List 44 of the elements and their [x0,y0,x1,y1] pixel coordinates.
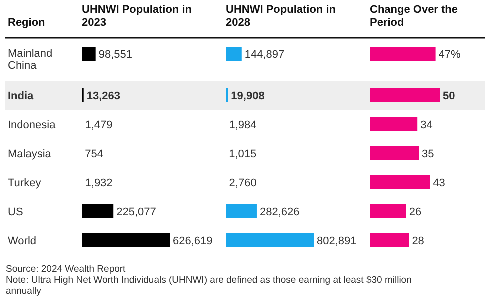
y-tick-label: India [8,90,35,102]
data-label: 282,626 [260,206,300,218]
data-label: 98,551 [98,49,132,61]
data-label: 34 [420,120,433,132]
data-label: 626,619 [173,236,213,248]
y-tick-label: Turkey [8,178,42,190]
y-tick-label: Indonesia [8,120,57,132]
bar [370,234,410,248]
y-tick-label: US [8,206,24,218]
data-label: 13,263 [86,90,121,102]
data-label: 1,932 [85,178,113,190]
data-label: 754 [85,148,104,160]
data-label: 802,891 [317,236,357,248]
data-label: 1,015 [229,148,257,160]
bar [370,118,418,132]
data-label: 47% [438,49,462,61]
data-label: 50 [443,90,456,102]
data-label: 35 [422,148,434,160]
y-tick-label: Malaysia [8,148,52,160]
bar [82,204,114,218]
data-label: 144,897 [244,49,285,61]
bar [226,204,257,218]
data-label: 2,760 [229,178,257,190]
y-axis-title: Region [8,17,46,29]
text: Note: Ultra High Net Worth Individuals (UHNWI) are defined as those earning at least $30 million annually [6,275,412,297]
data-label: 19,908 [231,90,265,102]
bar [226,234,314,248]
bar [370,146,419,160]
chart-title: Change Over the Period [370,4,458,29]
y-tick-label: Mainland China [8,48,53,72]
bar [370,176,430,190]
data-label: 1,984 [229,120,257,132]
data-label: 1,479 [85,120,113,132]
data-label: 26 [409,206,422,218]
bar [370,88,440,102]
chart-title: UHNWI Population in 2028 [226,4,336,29]
data-label: 43 [433,178,446,190]
source-note: Source: 2024 Wealth Report [6,264,126,275]
y-tick-label: World [8,236,37,248]
bar [82,234,170,248]
bar [370,204,406,218]
chart-title: UHNWI Population in 2023 [82,4,192,29]
data-label: 225,077 [116,206,156,218]
data-label: 28 [412,236,424,248]
